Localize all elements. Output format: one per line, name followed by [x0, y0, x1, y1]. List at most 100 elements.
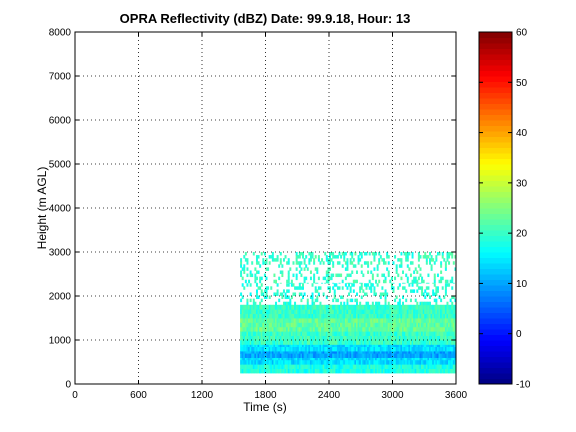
heatmap-cell: [433, 353, 436, 358]
heatmap-cell: [244, 351, 247, 354]
heatmap-cell: [341, 353, 344, 358]
colorbar-strip: [479, 323, 512, 330]
colorbar-strip: [479, 213, 512, 220]
heatmap-cell: [449, 346, 452, 352]
heatmap-cell: [330, 273, 333, 278]
heatmap-cell: [262, 346, 265, 352]
heatmap-cell: [340, 335, 343, 341]
heatmap-cell: [422, 364, 425, 369]
heatmap-cell: [417, 318, 420, 323]
heatmap-cell: [319, 304, 322, 310]
heatmap-cell: [298, 318, 301, 323]
heatmap-cell: [414, 340, 417, 345]
heatmap-cell: [398, 322, 401, 328]
heatmap-cell: [365, 261, 368, 265]
heatmap-cell: [289, 340, 292, 345]
heatmap-cell: [413, 353, 416, 358]
heatmap-cell: [246, 318, 249, 323]
heatmap-cell: [413, 270, 416, 274]
heatmap-cell: [268, 318, 271, 323]
heatmap-cell: [394, 344, 397, 347]
heatmap-cell: [351, 304, 354, 310]
heatmap-cell: [360, 368, 363, 374]
x-tick-label: 1800: [254, 390, 277, 401]
heatmap-cell: [297, 318, 300, 323]
heatmap-cell: [355, 368, 358, 374]
heatmap-cell: [359, 289, 362, 293]
heatmap-cell: [297, 364, 300, 369]
heatmap-cell: [281, 270, 284, 274]
heatmap-cell: [363, 304, 366, 310]
heatmap-cell: [352, 283, 355, 287]
heatmap-cell: [338, 340, 341, 345]
heatmap-cell: [316, 282, 319, 284]
heatmap-cell: [378, 322, 381, 328]
heatmap-cell: [414, 364, 417, 369]
heatmap-cell: [359, 340, 362, 345]
heatmap-cell: [243, 267, 246, 271]
heatmap-cell: [324, 313, 327, 319]
heatmap-cell: [425, 357, 428, 361]
heatmap-cell: [406, 353, 409, 358]
heatmap-cell: [349, 326, 352, 332]
heatmap-cell: [444, 267, 447, 271]
heatmap-cell: [314, 346, 317, 352]
heatmap-cell: [335, 357, 338, 361]
heatmap-cell: [252, 313, 255, 319]
heatmap-cell: [379, 351, 382, 354]
heatmap-cell: [262, 309, 265, 314]
heatmap-cell: [368, 359, 371, 365]
heatmap-cell: [265, 289, 268, 293]
heatmap-cell: [448, 351, 451, 354]
heatmap-cell: [422, 322, 425, 328]
heatmap-cell: [365, 326, 368, 332]
heatmap-cell: [332, 322, 335, 328]
heatmap-cell: [335, 364, 338, 369]
heatmap-cell: [451, 353, 454, 358]
heatmap-cell: [365, 351, 368, 354]
heatmap-cell: [248, 304, 251, 310]
heatmap-cell: [398, 351, 401, 354]
heatmap-cell: [429, 252, 431, 256]
heatmap-cell: [308, 368, 311, 374]
heatmap-cell: [357, 359, 360, 365]
heatmap-cell: [373, 326, 376, 332]
heatmap-cell: [425, 353, 428, 358]
heatmap-cell: [241, 267, 244, 271]
heatmap-cell: [454, 368, 456, 374]
heatmap-cell: [449, 368, 452, 374]
heatmap-cell: [400, 309, 403, 314]
heatmap-cell: [392, 304, 395, 310]
heatmap-cell: [427, 282, 430, 284]
heatmap-cell: [298, 335, 301, 341]
heatmap-cell: [440, 298, 443, 303]
heatmap-cell: [278, 264, 281, 268]
heatmap-cell: [244, 357, 247, 361]
heatmap-cell: [432, 344, 435, 347]
heatmap-cell: [257, 261, 260, 265]
heatmap-cell: [449, 298, 452, 303]
heatmap-cell: [398, 309, 401, 314]
heatmap-cell: [267, 331, 270, 336]
heatmap-cell: [306, 344, 309, 347]
heatmap-cell: [316, 357, 319, 361]
heatmap-cell: [309, 309, 312, 314]
heatmap-cell: [248, 353, 251, 358]
heatmap-cell: [433, 292, 436, 296]
heatmap-cell: [402, 322, 405, 328]
heatmap-cell: [386, 252, 389, 256]
heatmap-cell: [360, 346, 363, 352]
heatmap-cell: [249, 353, 252, 358]
heatmap-cell: [292, 340, 295, 345]
heatmap-cell: [440, 318, 443, 323]
heatmap-cell: [267, 322, 270, 328]
heatmap-cell: [343, 309, 346, 314]
heatmap-cell: [446, 326, 449, 332]
heatmap-cell: [394, 351, 397, 354]
heatmap-cell: [314, 318, 317, 323]
heatmap-cell: [395, 351, 398, 354]
heatmap-cell: [286, 359, 289, 365]
heatmap-cell: [413, 282, 416, 284]
colorbar-strip: [479, 164, 512, 170]
colorbar-tick-label: 0: [516, 329, 522, 340]
